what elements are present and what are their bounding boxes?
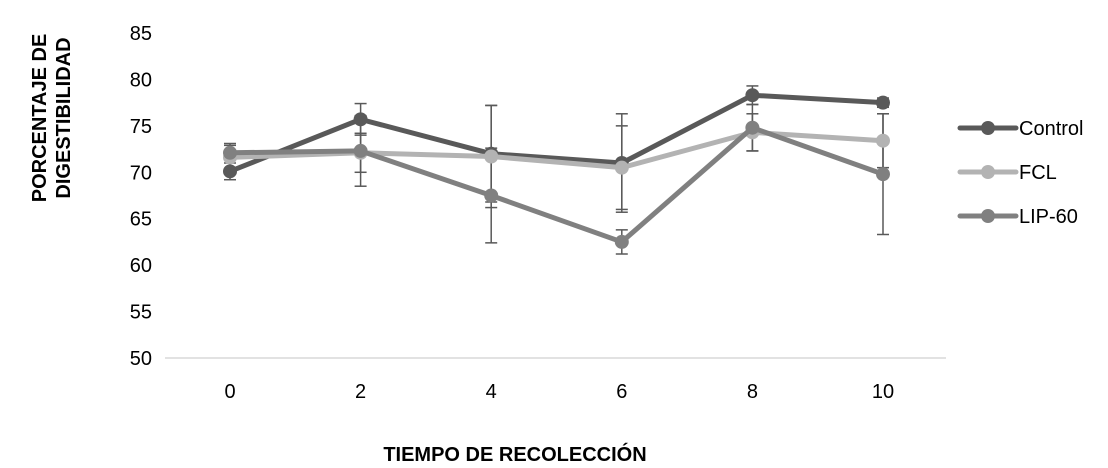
x-tick-label: 4 [486,381,497,403]
legend-label: LIP-60 [1019,206,1078,228]
x-tick-label: 6 [616,381,627,403]
x-tick-label: 10 [872,381,894,403]
x-tick-label: 0 [224,381,235,403]
x-tick-label: 8 [747,381,758,403]
x-tick-labels: 0 2 4 6 8 10 [224,381,894,403]
y-tick-label: 80 [130,69,152,91]
data-point-control [223,164,237,179]
y-tick-labels: 50 55 60 65 70 75 80 85 [130,23,152,370]
data-point-control [353,112,368,127]
legend: Control FCL LIP-60 [957,118,1083,228]
data-point-control [745,88,760,103]
data-point-fcl [614,160,629,175]
y-axis-title-line-2: DIGESTIBILIDAD [53,37,75,198]
series-group [223,88,890,249]
legend-item-fcl: FCL [957,162,1057,184]
error-bars [224,85,889,255]
legend-item-lip-60: LIP-60 [957,206,1078,228]
y-tick-label: 85 [130,23,152,45]
legend-item-control: Control [957,118,1083,140]
x-tick-label: 2 [355,381,366,403]
data-point-fcl [876,133,890,148]
legend-swatch-marker [981,165,995,179]
y-tick-label: 75 [130,116,152,138]
y-tick-label: 65 [130,209,152,231]
data-point-lip-60 [223,145,237,160]
legend-swatch-marker [981,209,995,223]
legend-label: Control [1019,118,1083,140]
y-tick-label: 50 [130,348,152,370]
data-point-fcl [484,149,499,164]
x-axis-title: TIEMPO DE RECOLECCIÓN [383,442,646,466]
data-point-lip-60 [353,143,368,158]
data-point-lip-60 [614,234,629,249]
series-line-lip-60 [227,125,886,245]
y-tick-label: 60 [130,255,152,277]
y-tick-label: 55 [130,302,152,324]
data-point-control [876,95,890,110]
y-axis-title: PORCENTAJE DE DIGESTIBILIDAD [29,34,75,203]
y-axis-title-line-1: PORCENTAJE DE [29,34,51,203]
legend-swatch-marker [981,121,995,135]
data-point-lip-60 [745,120,760,135]
y-tick-label: 70 [130,162,152,184]
legend-label: FCL [1019,162,1057,184]
data-point-lip-60 [876,167,890,182]
data-point-lip-60 [484,188,499,203]
series-line-control [227,92,886,174]
